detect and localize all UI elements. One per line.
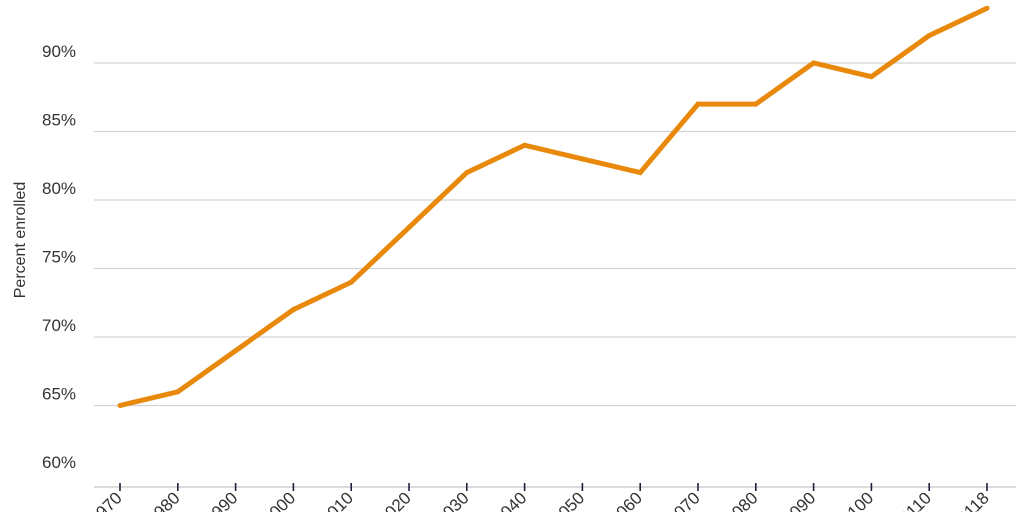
x-axis: 1970 1980 1990 2000 2010 2020 2030 2040 2050 2060… [86,483,1016,512]
x-tick-label: 2050 [548,488,588,512]
data-point [637,170,643,176]
y-tick-label: 60% [42,453,76,472]
series-layer [117,5,990,408]
x-tick-label: 2020 [375,488,415,512]
x-tick-label: 1990 [201,488,241,512]
data-point [753,101,759,107]
data-point [233,348,239,354]
data-point [868,74,874,80]
data-point [984,5,990,11]
data-point [926,33,932,39]
data-point [811,60,817,66]
y-tick-label: 80% [42,179,76,198]
y-tick-label: 90% [42,42,76,61]
x-tick-label: 2118 [954,488,993,512]
gridlines [94,62,1016,407]
x-tick-label: 2100 [837,488,877,512]
x-tick-label: 2090 [779,488,819,512]
x-tick-label: 2010 [317,488,357,512]
data-point [175,389,181,395]
x-tick-label: 1970 [86,488,126,512]
x-tick-label: 2080 [721,488,761,512]
data-point [579,156,585,162]
series-line [119,5,989,408]
y-axis-label: Percent enrolled [12,182,29,299]
y-tick-label: 65% [42,385,76,404]
x-tick-label: 2030 [432,488,472,512]
y-tick-labels: 60% 65% 70% 75% 80% 85% 90% [42,42,76,472]
x-tick-label: 2000 [259,488,299,512]
x-tick-label: 2110 [896,488,935,512]
y-tick-label: 85% [42,111,76,130]
y-tick-label: 70% [42,316,76,335]
data-point [406,224,412,230]
data-point [695,101,701,107]
data-point [348,279,354,285]
x-tick-label: 1980 [143,488,183,512]
x-tick-label: 2040 [490,488,530,512]
x-tick-label: 2060 [606,488,646,512]
data-point [117,403,123,408]
x-tick-label: 2070 [664,488,704,512]
data-point [290,307,296,313]
y-tick-label: 75% [42,248,76,267]
data-point [464,170,470,176]
data-point [522,142,528,148]
